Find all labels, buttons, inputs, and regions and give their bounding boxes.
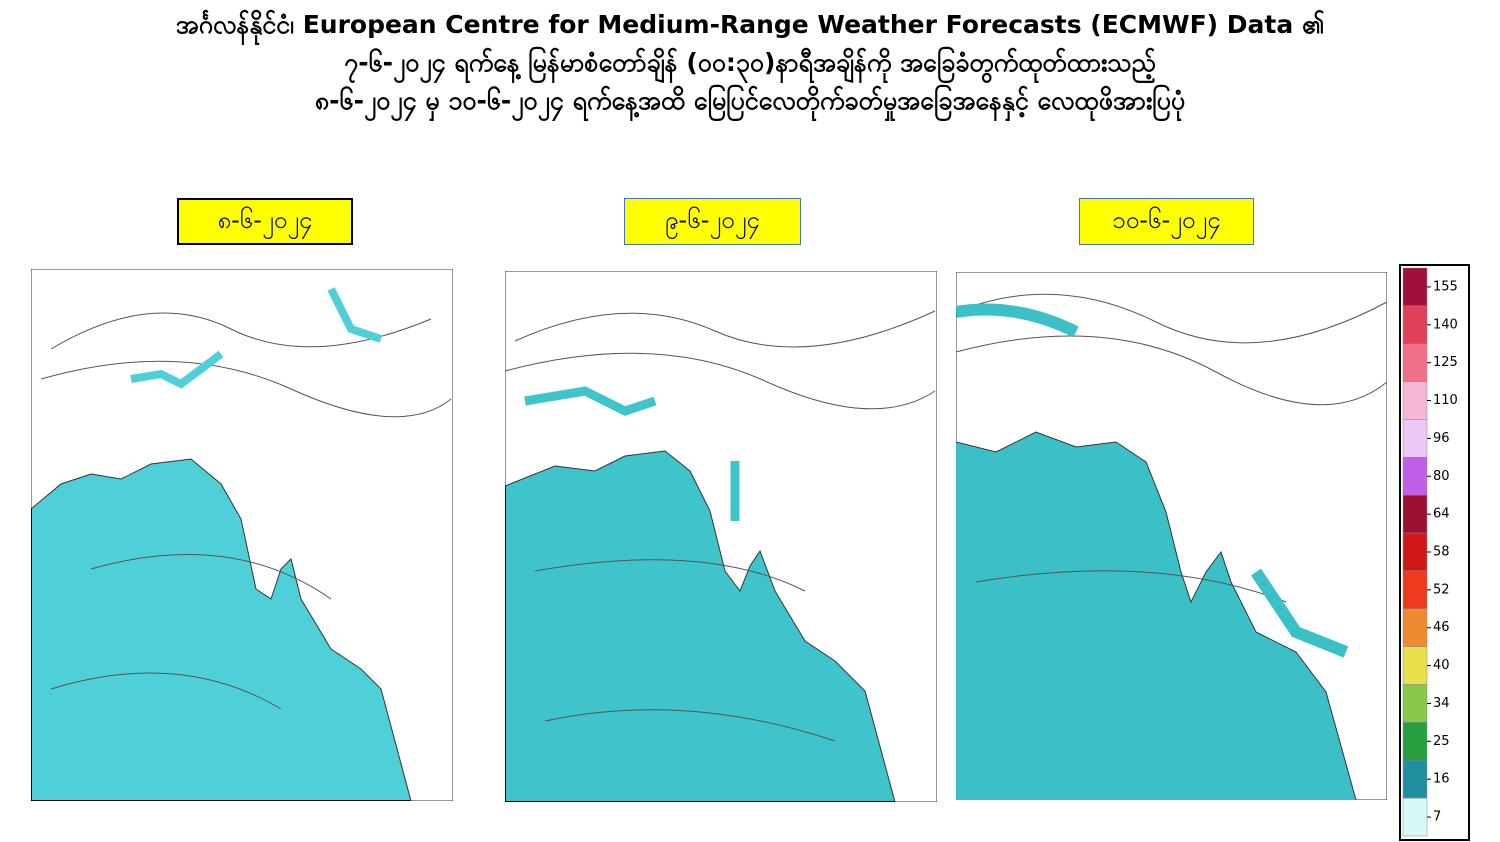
tick-label: 52 [1433, 582, 1450, 597]
tick-label: 110 [1433, 393, 1458, 408]
title: အင်္ဂလန်နိုင်ငံ၊ European Centre for Med… [0, 6, 1500, 120]
tick-label: 16 [1433, 772, 1450, 787]
color-band [1402, 684, 1428, 723]
tick-label: 46 [1433, 620, 1450, 635]
tick-label: 64 [1433, 507, 1450, 522]
title-line: ၇-၆-၂၀၂၄ ရက်နေ့ မြန်မာစံတော်ချိန် (၀၀:၃၀… [344, 48, 1156, 77]
date-label: ၉-၆-၂၀၂၄ [624, 198, 801, 245]
color-band [1402, 267, 1428, 307]
color-band [1402, 305, 1428, 344]
color-band [1402, 797, 1428, 837]
color-band [1402, 646, 1428, 685]
isobar [40, 312, 452, 710]
rain-area [130, 287, 383, 389]
date-label: ၈-၆-၂၀၂၄ [177, 198, 353, 245]
forecast-map [956, 272, 1387, 800]
tick-label: 80 [1433, 469, 1450, 484]
color-band [1402, 343, 1428, 382]
forecast-map [505, 271, 937, 802]
land [31, 269, 453, 801]
isobar [505, 310, 936, 742]
tick-label: 96 [1433, 431, 1450, 446]
color-band [1402, 494, 1428, 534]
tick-label: 125 [1433, 355, 1458, 370]
tick-label: 140 [1433, 317, 1458, 332]
tick-label: 34 [1433, 696, 1450, 711]
date-label: ၁၀-၆-၂၀၂၄ [1079, 198, 1254, 245]
title-line: ၈-၆-၂၀၂၄ မှ ၁၀-၆-၂၀၂၄ ရက်နေ့အထိ မြေပြင်လ… [314, 86, 1186, 115]
forecast-map [31, 269, 453, 801]
color-band [1402, 457, 1428, 496]
color-band [1402, 570, 1428, 610]
color-band [1402, 532, 1428, 572]
color-band [1402, 608, 1428, 647]
color-band [1402, 381, 1428, 420]
color-band [1402, 722, 1428, 761]
color-band [1402, 760, 1428, 799]
colorbar: 155 140 125 110 96 80 64 58 52 46 40 34 25 16 7 [1399, 264, 1470, 841]
title-line: အင်္ဂလန်နိုင်ငံ၊ European Centre for Med… [175, 10, 1325, 39]
tick-label: 155 [1433, 279, 1458, 294]
isobar [956, 293, 1387, 603]
tick-label: 7 [1433, 810, 1441, 825]
land [956, 272, 1387, 800]
rain-area [956, 303, 1349, 658]
tick-label: 58 [1433, 545, 1450, 560]
rain-area [524, 386, 740, 521]
color-band [1402, 419, 1428, 458]
tick-label: 40 [1433, 658, 1450, 673]
tick-label: 25 [1433, 734, 1450, 749]
